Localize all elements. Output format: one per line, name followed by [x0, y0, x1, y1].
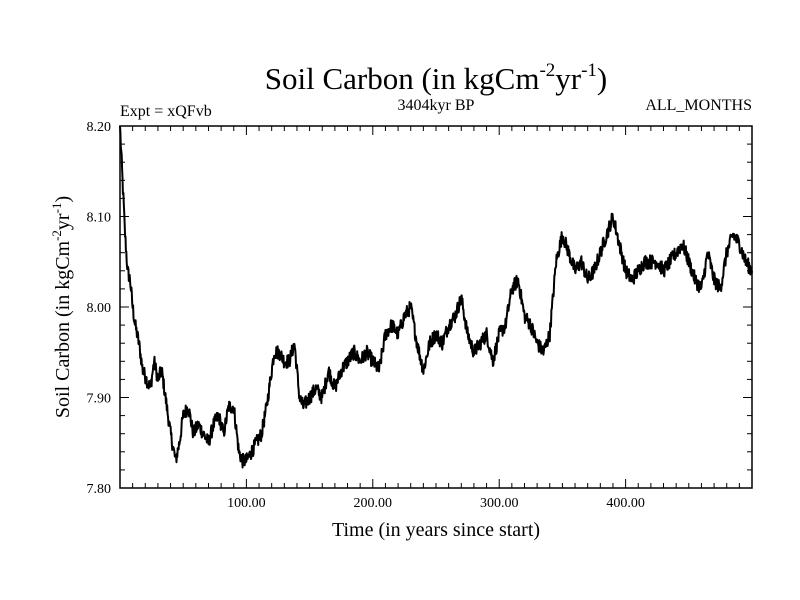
- soil-carbon-series-line: [119, 125, 753, 469]
- y-tick-label: 7.80: [87, 482, 112, 497]
- experiment-label: Expt = xQFvb: [120, 103, 212, 120]
- y-tick-label: 7.90: [87, 392, 112, 407]
- x-axis-label: Time (in years since start): [332, 519, 540, 541]
- x-tick-label: 400.00: [606, 496, 645, 511]
- months-label: ALL_MONTHS: [645, 97, 752, 114]
- y-tick-labels: 7.80 7.90 8.00 8.10 8.20: [87, 120, 112, 497]
- chart-title: Soil Carbon (in kgCm-2yr-1): [265, 60, 608, 96]
- y-axis-label: Soil Carbon (in kgCm-2yr-1): [49, 196, 74, 418]
- x-tick-labels: 100.00 200.00 300.00 400.00: [227, 496, 645, 511]
- y-tick-label: 8.00: [87, 301, 112, 316]
- y-tick-label: 8.20: [87, 120, 112, 135]
- x-tick-label: 300.00: [480, 496, 519, 511]
- y-tick-label: 8.10: [87, 211, 112, 226]
- x-tick-label: 200.00: [354, 496, 393, 511]
- x-tick-label: 100.00: [227, 496, 266, 511]
- period-label: 3404kyr BP: [398, 97, 475, 114]
- axis-ticks: [120, 126, 752, 488]
- plot-frame: [119, 125, 753, 489]
